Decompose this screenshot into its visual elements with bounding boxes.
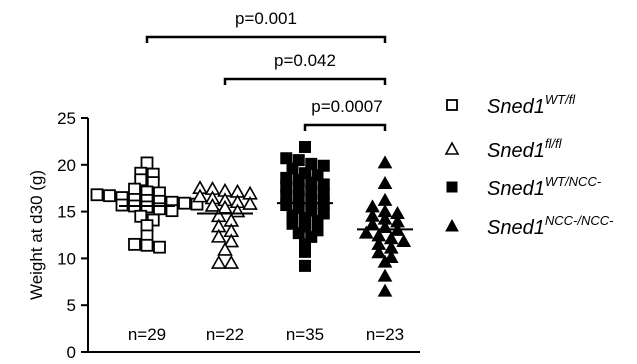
data-point (377, 192, 393, 206)
y-tick-label: 10 (57, 249, 76, 268)
legend-label-base: Sned1 (487, 96, 545, 118)
data-point (299, 245, 311, 258)
legend-marker (444, 141, 460, 155)
count-label: n=35 (286, 325, 324, 344)
data-point (286, 162, 299, 175)
data-point (305, 204, 318, 217)
legend-label-base: Sned1 (487, 140, 545, 162)
data-point (317, 207, 330, 220)
legend-label-superscript: WT/fl (545, 92, 576, 107)
data-point (377, 283, 393, 297)
data-point (299, 141, 311, 154)
legend-marker (446, 181, 458, 193)
data-point (128, 237, 141, 251)
count-label: n=23 (366, 325, 404, 344)
data-point (305, 230, 318, 243)
data-point (140, 238, 154, 252)
data-point (377, 155, 393, 169)
data-point (311, 224, 324, 237)
y-tick-label: 20 (57, 156, 76, 175)
data-point (223, 233, 240, 248)
data-point (305, 157, 318, 170)
bracket (145, 35, 387, 43)
data-point (217, 241, 233, 256)
data-point (311, 169, 324, 182)
data-point (292, 191, 305, 204)
legend-marker (446, 99, 458, 111)
legend-label-superscript: WT/NCC- (545, 174, 602, 189)
data-point (377, 254, 393, 268)
data-point (204, 197, 221, 212)
y-tick-label: 5 (67, 296, 76, 315)
data-point (242, 195, 258, 210)
data-point (396, 234, 412, 248)
data-point (377, 176, 393, 190)
count-label: n=22 (206, 325, 244, 344)
p-value-label: p=0.0007 (311, 97, 382, 116)
data-point (383, 249, 399, 263)
bracket (223, 77, 387, 85)
group-counts: n=29 n=22 n=35 n=23 (128, 325, 404, 344)
y-tick-label: 25 (57, 109, 76, 128)
legend-label: Sned1fl/fl (487, 136, 563, 162)
data-point (140, 156, 154, 170)
data-point (305, 194, 318, 207)
data-point (210, 254, 227, 269)
data-point (153, 202, 166, 216)
y-axis-title: Weight at d30 (g) (27, 170, 46, 300)
data-point (292, 227, 305, 240)
data-point (292, 154, 305, 167)
data-point (210, 228, 227, 243)
y-tick-label: 15 (57, 203, 76, 222)
significance-brackets: p=0.001 p=0.042 p=0.0007 (145, 9, 387, 131)
legend-label-base: Sned1 (487, 217, 545, 239)
data-point (280, 199, 293, 212)
count-label: n=29 (128, 325, 166, 344)
p-value-label: p=0.042 (274, 51, 336, 70)
legend-label: Sned1NCC-/NCC- (487, 213, 614, 239)
y-tick-label: 0 (67, 343, 76, 362)
data-point (140, 219, 154, 233)
legend-label-superscript: NCC-/NCC- (545, 213, 614, 228)
data-point (128, 182, 141, 196)
legend-label-base: Sned1 (487, 178, 545, 200)
data-point (178, 196, 191, 210)
data-point (103, 189, 116, 203)
legend-label: Sned1WT/fl (487, 92, 576, 118)
legend-label-superscript: fl/fl (545, 136, 563, 151)
data-point (299, 259, 311, 272)
data-point (317, 159, 330, 172)
data-point (153, 240, 166, 254)
data-point (371, 245, 387, 259)
data-point (377, 268, 393, 282)
legend-label: Sned1WT/NCC- (487, 174, 602, 200)
legend-marker (445, 218, 459, 232)
data-point (223, 254, 240, 269)
axes: 0 5 10 15 20 25 Weight at d30 (g) (27, 109, 420, 362)
data-point (280, 152, 293, 165)
data-point (286, 217, 299, 230)
data-point (358, 225, 374, 239)
data-points (90, 141, 412, 297)
data-point (299, 167, 311, 180)
p-value-label: p=0.001 (235, 9, 297, 28)
data-point (90, 188, 104, 202)
data-point (299, 220, 311, 233)
legend: Sned1WT/flSned1fl/flSned1WT/NCC-Sned1NCC… (444, 92, 614, 239)
bracket (303, 123, 387, 131)
mean-lines (119, 202, 413, 231)
data-point (192, 188, 208, 203)
